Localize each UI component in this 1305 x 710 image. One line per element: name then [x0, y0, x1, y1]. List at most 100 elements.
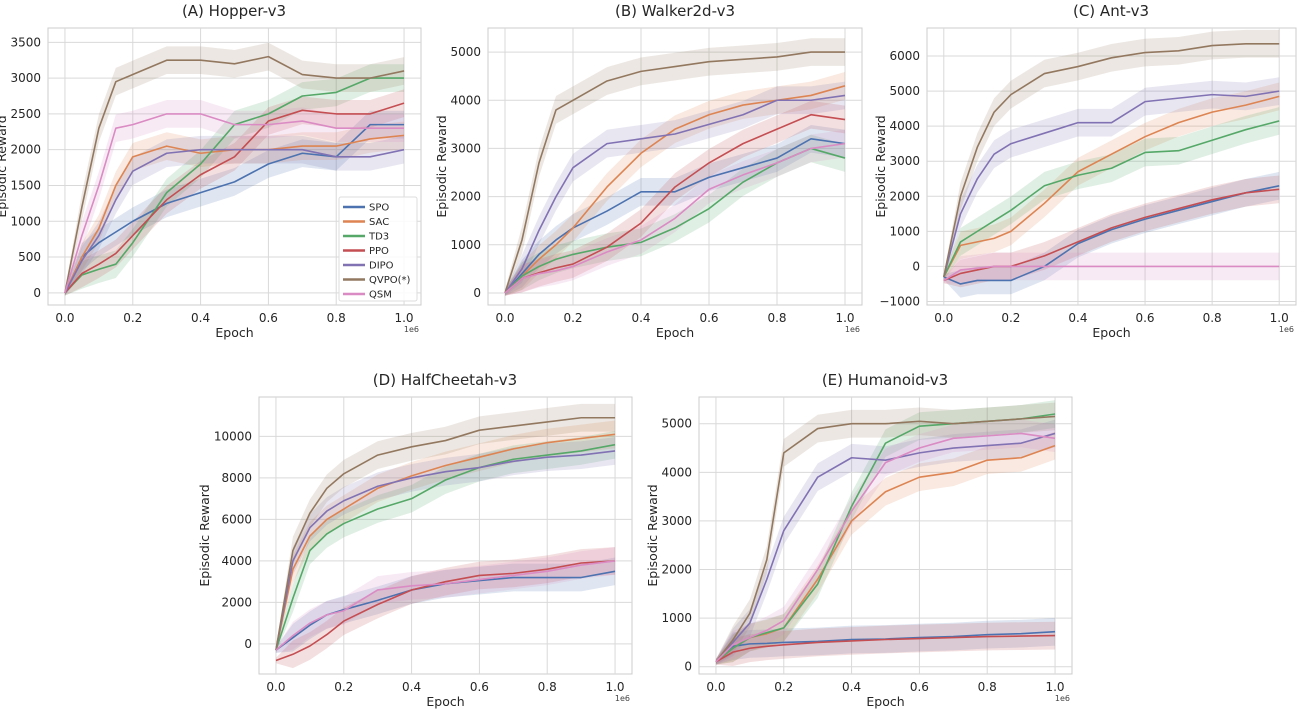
band-spo	[275, 557, 616, 653]
y-tick-label: 6000	[889, 49, 920, 63]
band-dipo	[275, 437, 616, 653]
x-tick-label: 0.2	[774, 680, 793, 694]
x-tick-label: 1.0	[1045, 680, 1064, 694]
band-spo	[505, 124, 845, 296]
y-tick-label: 4000	[221, 554, 252, 568]
x-tick-label: 0.4	[842, 680, 861, 694]
x-tick-label: 1.0	[605, 680, 624, 694]
y-tick-label: 0	[473, 286, 481, 300]
panel-title-hopper: (A) Hopper-v3	[181, 2, 287, 20]
x-tick-label: 0.6	[910, 680, 929, 694]
x-tick-label: 0.0	[266, 680, 285, 694]
y-tick-label: 6000	[221, 512, 252, 526]
legend-label: DIPO	[369, 261, 394, 272]
y-tick-label: 0	[684, 660, 692, 674]
band-td3	[943, 107, 1280, 280]
y-tick-label: 2000	[221, 595, 252, 609]
y-tick-label: 0	[244, 637, 252, 651]
panel-walker2d: 0.0 0.2 0.4 0.6 0.8 1.0 0 1000 2000 3000 4000 5000 E…	[434, 27, 863, 340]
band-qvpo	[715, 402, 1056, 665]
panel-title-halfcheetah: (D) HalfCheetah-v3	[372, 371, 518, 389]
y-tick-label: 2000	[10, 143, 41, 157]
band-dipo	[943, 77, 1280, 280]
legend-label: SAC	[369, 217, 389, 228]
y-tick-label: 500	[18, 250, 41, 264]
legend-label: QSM	[369, 290, 392, 301]
band-spo	[64, 110, 405, 296]
plot-area	[926, 27, 1297, 306]
y-tick-label: 2000	[661, 563, 692, 577]
x-tick-label: 0.8	[538, 680, 557, 694]
y-axis-label: Episodic Reward	[873, 115, 888, 217]
panel-halfcheetah: 0.0 0.2 0.4 0.6 0.8 1.0 0 2000 4000 6000 8000 10000…	[197, 396, 633, 709]
band-sac	[943, 82, 1280, 280]
panel-title-ant: (C) Ant-v3	[1072, 2, 1150, 20]
x-tick-label: 0.2	[1001, 311, 1020, 325]
y-tick-label: 3000	[661, 514, 692, 528]
panel-title-walker2d: (B) Walker2d-v3	[614, 2, 736, 20]
y-tick-label: 0	[912, 259, 920, 273]
x-tick-label: 0.4	[1068, 311, 1087, 325]
x-tick-label: 0.4	[631, 311, 650, 325]
y-tick-label: 1000	[450, 238, 481, 252]
band-dipo	[505, 81, 845, 296]
x-axis-label: Epoch	[215, 325, 253, 340]
x-tick-label: 0.0	[706, 680, 725, 694]
x-tick-label: 1.0	[394, 311, 413, 325]
band-ppo	[505, 100, 845, 296]
y-tick-label: 1000	[889, 224, 920, 238]
x-tick-label: 0.8	[978, 680, 997, 694]
x-axis-label: Epoch	[1092, 325, 1130, 340]
x-tick-label: 0.2	[563, 311, 582, 325]
y-tick-label: 8000	[221, 471, 252, 485]
band-td3	[715, 400, 1056, 665]
band-spo	[715, 617, 1056, 665]
x-tick-label: 0.8	[327, 311, 346, 325]
x-tick-label: 0.4	[191, 311, 210, 325]
plot-area	[487, 27, 863, 306]
x-axis-label: Epoch	[426, 694, 464, 709]
x-offset-label: 1e6	[404, 325, 419, 334]
x-axis-label: Epoch	[866, 694, 904, 709]
band-ppo	[64, 89, 405, 296]
band-sac	[505, 71, 845, 296]
y-tick-label: 1000	[10, 214, 41, 228]
x-tick-label: 0.8	[767, 311, 786, 325]
y-axis-label: Episodic Reward	[645, 484, 660, 586]
legend-label: QVPO(*)	[369, 275, 411, 286]
band-td3	[64, 64, 405, 296]
x-tick-label: 1.0	[1270, 311, 1289, 325]
x-tick-label: 0.6	[259, 311, 278, 325]
y-tick-label: 2500	[10, 107, 41, 121]
y-tick-label: 3000	[10, 71, 41, 85]
y-tick-label: 10000	[214, 429, 252, 443]
band-qvpo	[275, 403, 616, 653]
band-sac	[64, 121, 405, 296]
y-tick-label: 2000	[450, 190, 481, 204]
band-sac	[275, 420, 616, 653]
legend-box	[338, 196, 418, 302]
x-tick-label: 0.8	[1203, 311, 1222, 325]
y-axis-label: Episodic Reward	[434, 115, 449, 217]
y-tick-label: 5000	[450, 45, 481, 59]
y-tick-label: 5000	[661, 417, 692, 431]
y-tick-label: 3000	[450, 141, 481, 155]
y-tick-label: 5000	[889, 84, 920, 98]
x-tick-label: 0.2	[334, 680, 353, 694]
y-tick-label: −1000	[879, 294, 920, 308]
band-td3	[275, 430, 616, 653]
y-tick-label: 0	[33, 286, 41, 300]
x-tick-label: 1.0	[835, 311, 854, 325]
x-offset-label: 1e6	[615, 694, 630, 703]
y-tick-label: 3500	[10, 35, 41, 49]
band-qsm	[505, 129, 845, 296]
plot-area	[258, 396, 633, 675]
panel-humanoid: 0.0 0.2 0.4 0.6 0.8 1.0 0 1000 2000 3000 4000 5000 E…	[645, 396, 1073, 709]
band-qvpo	[943, 29, 1280, 280]
legend: SPO SAC TD3 PPO DIPO QVPO(*) QSM	[338, 196, 418, 302]
y-tick-label: 4000	[889, 119, 920, 133]
x-tick-label: 0.6	[699, 311, 718, 325]
x-tick-label: 0.4	[402, 680, 421, 694]
band-dipo	[715, 419, 1056, 665]
panel-ant: 0.0 0.2 0.4 0.6 0.8 1.0 −1000 0 1000 2000 3000 4000…	[873, 27, 1297, 340]
